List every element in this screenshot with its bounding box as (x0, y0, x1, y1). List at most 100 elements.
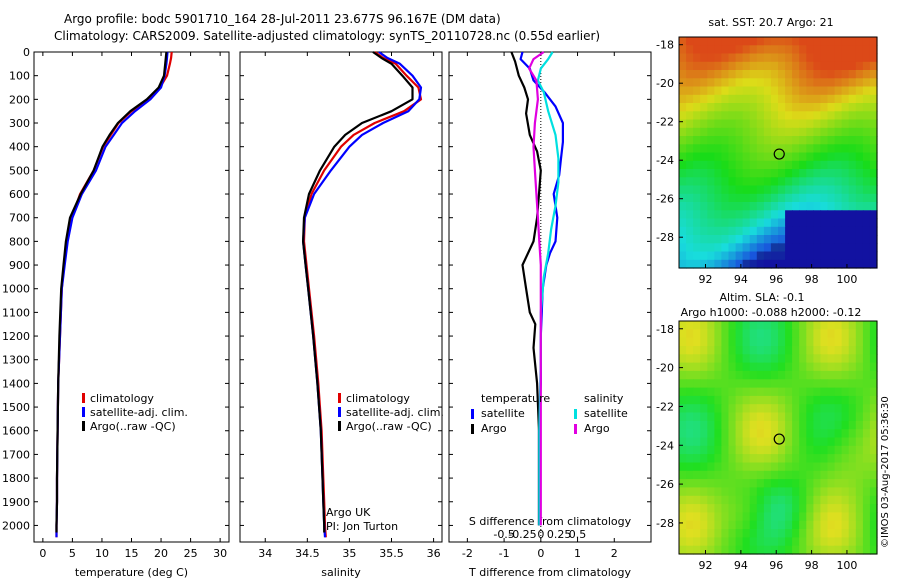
sst_map-cell (778, 119, 786, 129)
sla_map-cell (792, 504, 800, 513)
sla_map-cell (742, 437, 751, 447)
sla_map-cell (700, 495, 708, 505)
sst_map-cell (841, 251, 850, 261)
sst_map-cell (749, 78, 758, 88)
sst_map-cell (749, 119, 758, 129)
sst_map-cell (841, 111, 850, 121)
sla_map-cell (799, 537, 807, 547)
sst_map-cell (693, 235, 701, 244)
sla_map-cell (869, 529, 878, 538)
sst_map-cell (728, 152, 737, 162)
sst_map-cell (820, 152, 829, 162)
sla_map-cell (778, 495, 786, 505)
sla_map-cell (770, 495, 779, 505)
sst_map-cell (827, 152, 836, 162)
sla_map-cell (820, 370, 829, 380)
sst_map-cell (820, 185, 829, 195)
sla_map-cell (827, 346, 836, 355)
sla_map-cell (714, 537, 723, 547)
sst_map-cell (820, 235, 829, 244)
sla_map-cell (714, 495, 723, 505)
sst_map-cell (700, 226, 708, 236)
sst_map-cell (862, 144, 871, 154)
sla_map-cell (827, 504, 836, 513)
sst_map-cell (714, 53, 723, 63)
sla_map-cell (735, 479, 744, 488)
sst_map-cell (806, 61, 814, 71)
sst_map-cell (693, 45, 701, 55)
sla_map-cell (742, 462, 751, 472)
sst_map-cell (841, 94, 850, 104)
sla_map-cell (679, 379, 687, 389)
sst_map-cell (862, 103, 871, 112)
sst_map-cell (799, 210, 807, 220)
sla_map-cell (749, 470, 758, 480)
sla_map-cell (869, 387, 878, 397)
sst_map-cell (834, 177, 843, 187)
sst_map-cell (721, 61, 730, 71)
sla_map-cell (700, 512, 708, 522)
sst_map-cell (778, 152, 786, 162)
sla_map-cell (848, 454, 857, 463)
sla_map-cell (834, 487, 843, 497)
sla_map-cell (707, 429, 715, 439)
sla_map-cell (862, 454, 871, 463)
sst_map-frame (678, 36, 878, 269)
sla_map-cell (721, 370, 730, 380)
sst_map-cell (799, 61, 807, 71)
sla_map-cell (728, 545, 737, 555)
sla_map-cell (756, 404, 765, 414)
sst_map-cell (693, 259, 701, 269)
sla_map-cell (679, 329, 687, 339)
sla_map-cell (714, 479, 723, 488)
sla_map-cell (855, 504, 864, 513)
sla_map-cell (806, 404, 814, 414)
sst_map-cell (763, 94, 772, 104)
sst_map-cell (735, 61, 744, 71)
sst_map-cell (792, 119, 800, 129)
sla_map-cell (714, 404, 723, 414)
sla_map-cell (820, 420, 829, 430)
sst_map-cell (841, 78, 850, 88)
sla_map-cell (714, 520, 723, 530)
sst_map-cell (700, 259, 708, 269)
sla_map-cell (707, 346, 715, 355)
sst_map-cell (848, 86, 857, 96)
sst_map-cell (855, 243, 864, 253)
sla_map-cell (841, 487, 850, 497)
sla_map-cell (778, 404, 786, 414)
sla_map-cell (869, 470, 878, 480)
sla_map-cell (792, 429, 800, 439)
sla_map-cell (792, 537, 800, 547)
sst_map-cell (770, 70, 779, 79)
sla_map-cell (756, 329, 765, 339)
sla_map-cell (770, 395, 779, 405)
sla_map-cell (862, 504, 871, 513)
sst_map-cell (679, 37, 687, 46)
sst_map-cell (827, 259, 836, 269)
sla_map-cell (778, 437, 786, 447)
sla_map-cell (693, 537, 701, 547)
sst_map-cell (721, 193, 730, 203)
sla_map-cell (686, 520, 694, 530)
sla_map-cell (820, 470, 829, 480)
sst_map-cell (813, 226, 822, 236)
sla_map-cell (679, 445, 687, 455)
depth-tick-label: 700 (9, 212, 30, 225)
sst_map-cell (749, 37, 758, 46)
sla_map-cell (735, 545, 744, 555)
sla_map-cell (778, 387, 786, 397)
sst_map-cell (778, 136, 786, 145)
sla_map-cell (763, 354, 772, 364)
sst_map-cell (862, 152, 871, 162)
sst_map-cell (799, 218, 807, 228)
sla_map-cell (820, 387, 829, 397)
sst_map-y-tick-label: -26 (656, 193, 674, 206)
sst_map-cell (756, 45, 765, 55)
sla_map-cell (679, 420, 687, 430)
difference-legend-swatch (471, 409, 474, 419)
sst_map-cell (785, 144, 793, 154)
sst_map-cell (855, 70, 864, 79)
sla_map-cell (770, 529, 779, 538)
sla_map-cell (707, 470, 715, 480)
